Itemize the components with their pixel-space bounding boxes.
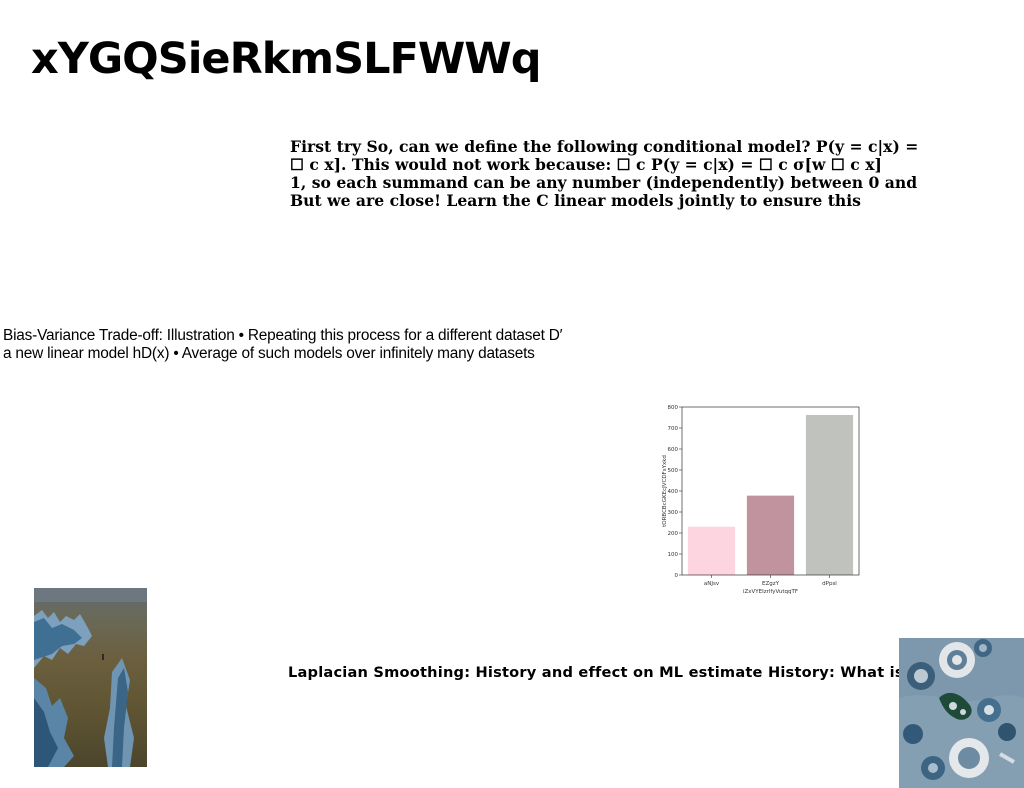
y-tick-label: 300: [668, 510, 679, 516]
bar: [687, 526, 736, 575]
text-line: First try So, can we define the followin…: [290, 137, 919, 156]
y-tick-label: 0: [675, 573, 679, 579]
x-tick-label: dPpsl: [822, 581, 837, 587]
text-line: But we are close! Learn the C linear mod…: [290, 191, 861, 210]
y-axis-label: tORBCBcGKEcJVCDFsYxkd: [662, 455, 668, 527]
bias-variance-paragraph: Bias-Variance Trade-off: Illustration • …: [3, 327, 623, 363]
table-setting-photo: [899, 638, 1024, 788]
text-line: a new linear model hD(x) • Average of su…: [3, 345, 535, 362]
page-title: xYGQSieRkmSLFWWq: [31, 34, 541, 84]
y-tick-label: 600: [668, 447, 679, 453]
x-tick-label: aNJsv: [704, 581, 720, 587]
text-line: Bias-Variance Trade-off: Illustration • …: [3, 327, 563, 344]
rocky-coast-photo: [34, 588, 147, 767]
text-line: ☐ c x]. This would not work because: ☐ c…: [290, 155, 882, 174]
bar: [805, 414, 854, 575]
y-tick-label: 400: [668, 489, 679, 495]
y-tick-label: 100: [668, 552, 679, 558]
laplacian-smoothing-heading: Laplacian Smoothing: History and effect …: [288, 664, 904, 681]
bar-chart-svg: aNJsv EZgzY dPpsl 0 100 200 300 400 500 600 700 800…: [662, 405, 860, 595]
text-line: 1, so each summand can be any number (in…: [290, 173, 918, 192]
conditional-model-paragraph: First try So, can we define the followin…: [290, 138, 950, 210]
bar: [746, 495, 795, 575]
y-tick-label: 200: [668, 531, 679, 537]
y-tick-label: 500: [668, 468, 679, 474]
y-tick-label: 800: [668, 405, 679, 411]
x-axis-label: iZxVYEIzrlfyVutqqTF: [743, 589, 798, 595]
y-tick-label: 700: [668, 426, 679, 432]
x-tick-label: EZgzY: [762, 581, 780, 587]
bar-chart: aNJsv EZgzY dPpsl 0 100 200 300 400 500 600 700 800…: [655, 398, 870, 598]
